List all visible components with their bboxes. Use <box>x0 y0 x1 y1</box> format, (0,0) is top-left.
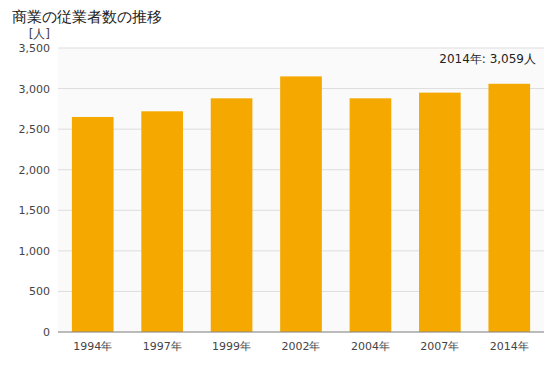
y-tick-label: 2,000 <box>19 164 51 177</box>
y-tick-label: 2,500 <box>19 123 51 136</box>
bar <box>488 84 530 332</box>
x-tick-label: 2002年 <box>282 340 321 353</box>
plot-area <box>58 48 544 332</box>
bar <box>350 98 392 332</box>
chart-container: 0 500 1,000 1,500 2,000 2,500 3,000 3,500 1994年 1… <box>0 0 560 366</box>
x-tick-label: 2007年 <box>420 340 459 353</box>
annotation: 2014年: 3,059人 <box>439 52 536 66</box>
bar <box>72 117 114 332</box>
chart-svg: 0 500 1,000 1,500 2,000 2,500 3,000 3,500 1994年 1… <box>0 0 560 366</box>
bar <box>280 76 322 332</box>
x-tick-label: 1994年 <box>73 340 112 353</box>
x-tick-label: 1997年 <box>143 340 182 353</box>
bar <box>211 98 253 332</box>
y-tick-label: 3,000 <box>19 83 51 96</box>
y-tick-label: 1,500 <box>19 204 51 217</box>
x-axis-line <box>58 332 544 333</box>
grid-line <box>58 332 544 333</box>
grid-line <box>58 48 544 49</box>
bars <box>72 76 530 332</box>
y-tick-label: 0 <box>43 326 50 339</box>
x-tick-label: 1999年 <box>212 340 251 353</box>
x-tick-label: 2014年 <box>490 340 529 353</box>
title: 商業の従業者数の推移 <box>12 8 162 26</box>
bar <box>141 111 183 332</box>
y-axis-label: [人] <box>29 27 50 41</box>
y-tick-label: 1,000 <box>19 245 51 258</box>
y-tick-label: 3,500 <box>19 42 51 55</box>
x-tick-label: 2004年 <box>351 340 390 353</box>
bar <box>419 93 461 332</box>
y-tick-label: 500 <box>29 285 50 298</box>
